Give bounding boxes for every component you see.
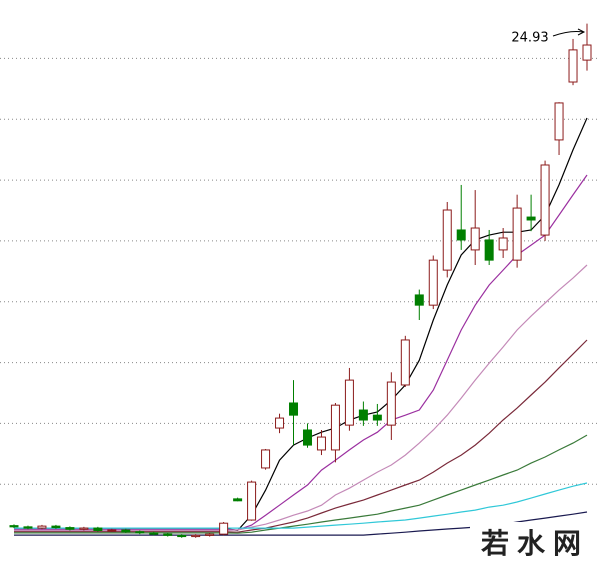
candle-body — [93, 527, 103, 531]
candle-body — [512, 207, 522, 261]
grid — [0, 57, 600, 485]
candle-body — [358, 409, 368, 421]
candle-body — [51, 525, 61, 529]
candles — [9, 23, 592, 538]
watermark: 若水网 — [481, 527, 589, 560]
candle-body — [554, 102, 564, 141]
candle-body — [330, 404, 340, 451]
candle-body — [302, 429, 312, 446]
candle-body — [526, 216, 536, 221]
candle-body — [23, 526, 33, 529]
candle-body — [498, 237, 508, 251]
candle-body — [582, 44, 592, 61]
candle-body — [386, 381, 396, 426]
candle-body — [400, 339, 410, 386]
candle-body — [428, 259, 438, 306]
candle-body — [456, 229, 466, 241]
candle-body — [37, 525, 47, 529]
candle-body — [372, 414, 382, 421]
candle-body — [79, 527, 89, 530]
candle-body — [442, 209, 452, 271]
candle-body — [135, 531, 145, 534]
ma-line — [14, 339, 588, 533]
ma-line — [14, 174, 588, 531]
high-annotation: 24.93 — [511, 31, 548, 46]
candle-body — [177, 534, 187, 538]
candle-body — [247, 481, 257, 521]
candle-body — [65, 527, 75, 530]
candle-body — [163, 533, 173, 536]
annotation-arrowhead — [577, 28, 586, 36]
candle-body — [149, 532, 159, 535]
candle-body — [275, 417, 285, 429]
candle-body — [568, 49, 578, 83]
candle-body — [205, 533, 215, 536]
candle-body — [219, 522, 229, 535]
candle-body — [191, 534, 201, 538]
candle-body — [316, 436, 326, 451]
candle-body — [289, 402, 299, 416]
candle-body — [9, 525, 19, 528]
candle-body — [484, 239, 494, 261]
candle-body — [344, 379, 354, 426]
candle-body — [470, 227, 480, 251]
candle-body — [121, 529, 131, 533]
ma-line — [14, 482, 588, 529]
candle-body — [414, 294, 424, 306]
candle-body — [233, 498, 243, 502]
candle-body — [107, 529, 117, 532]
ma-line — [14, 434, 588, 534]
candle-body — [540, 164, 550, 236]
candle-body — [261, 449, 271, 469]
annotation-arrow — [552, 31, 584, 37]
watermark-bg — [470, 522, 600, 567]
